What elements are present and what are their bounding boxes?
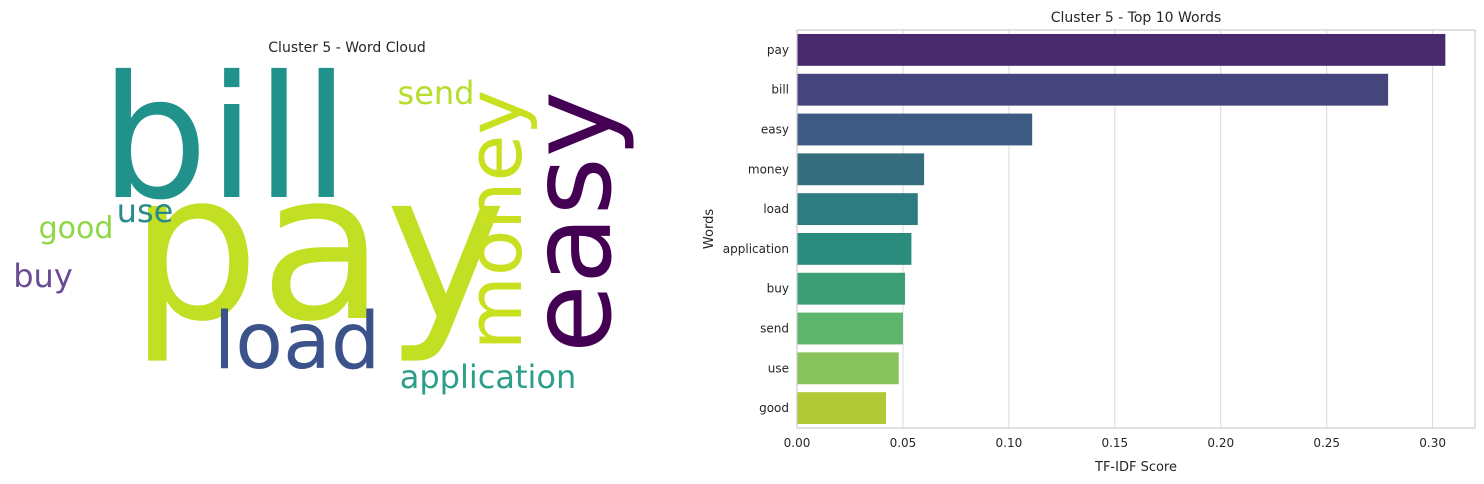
x-tick-label: 0.05 (890, 436, 917, 450)
y-tick-label: easy (761, 123, 789, 137)
cloud-word-buy: buy (13, 257, 73, 295)
y-tick-label: money (748, 162, 789, 176)
bar-good (797, 392, 886, 425)
bar-money (797, 153, 925, 186)
y-tick-label: pay (767, 43, 789, 57)
plot-frame (796, 29, 1476, 429)
x-tick-label: 0.10 (996, 436, 1023, 450)
y-axis-label: Words (702, 209, 717, 249)
x-tick-label: 0.00 (784, 436, 811, 450)
x-tick-label: 0.15 (1101, 436, 1128, 450)
bar-application (797, 232, 912, 265)
y-tick-label: bill (771, 83, 789, 97)
cloud-word-pay: pay (129, 129, 506, 367)
cloud-word-easy: easy (507, 91, 637, 353)
cloud-word-good: good (39, 211, 114, 246)
x-tick-label: 0.25 (1313, 436, 1340, 450)
bar-chart-title: Cluster 5 - Top 10 Words (1051, 10, 1222, 26)
bar-use (797, 352, 899, 385)
y-tick-label: good (759, 401, 789, 415)
x-axis-label: TF-IDF Score (1094, 460, 1177, 475)
bar-bill (797, 73, 1389, 106)
bar-buy (797, 272, 906, 305)
cloud-word-bill: bill (100, 40, 350, 238)
cloud-word-money: money (450, 90, 539, 350)
cloud-word-load: load (214, 297, 381, 387)
bar-chart-panel: Cluster 5 - Top 10 Words pay bill easy mone… (702, 10, 1476, 475)
bar-easy (797, 113, 1033, 146)
cloud-word-application: application (400, 358, 577, 396)
x-tick-labels: 0.00 0.05 0.10 0.15 0.20 0.25 0.30 (784, 436, 1446, 450)
y-tick-label: send (760, 322, 789, 336)
bar-load (797, 193, 918, 226)
y-tick-label: use (768, 361, 789, 375)
y-tick-label: buy (767, 282, 789, 296)
x-tick-label: 0.20 (1207, 436, 1234, 450)
cloud-word-send: send (398, 74, 475, 112)
cloud-word-use: use (117, 192, 174, 230)
bars (797, 33, 1446, 425)
y-tick-labels: pay bill easy money load application buy send us… (723, 43, 789, 415)
bar-send (797, 312, 903, 345)
bar-pay (797, 33, 1446, 66)
x-tick-label: 0.30 (1419, 436, 1446, 450)
y-tick-label: application (723, 242, 789, 256)
word-cloud-title: Cluster 5 - Word Cloud (268, 40, 425, 56)
y-tick-label: load (763, 202, 789, 216)
